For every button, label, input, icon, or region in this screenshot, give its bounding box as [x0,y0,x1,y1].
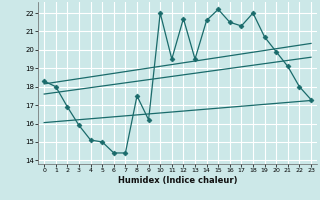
X-axis label: Humidex (Indice chaleur): Humidex (Indice chaleur) [118,176,237,185]
